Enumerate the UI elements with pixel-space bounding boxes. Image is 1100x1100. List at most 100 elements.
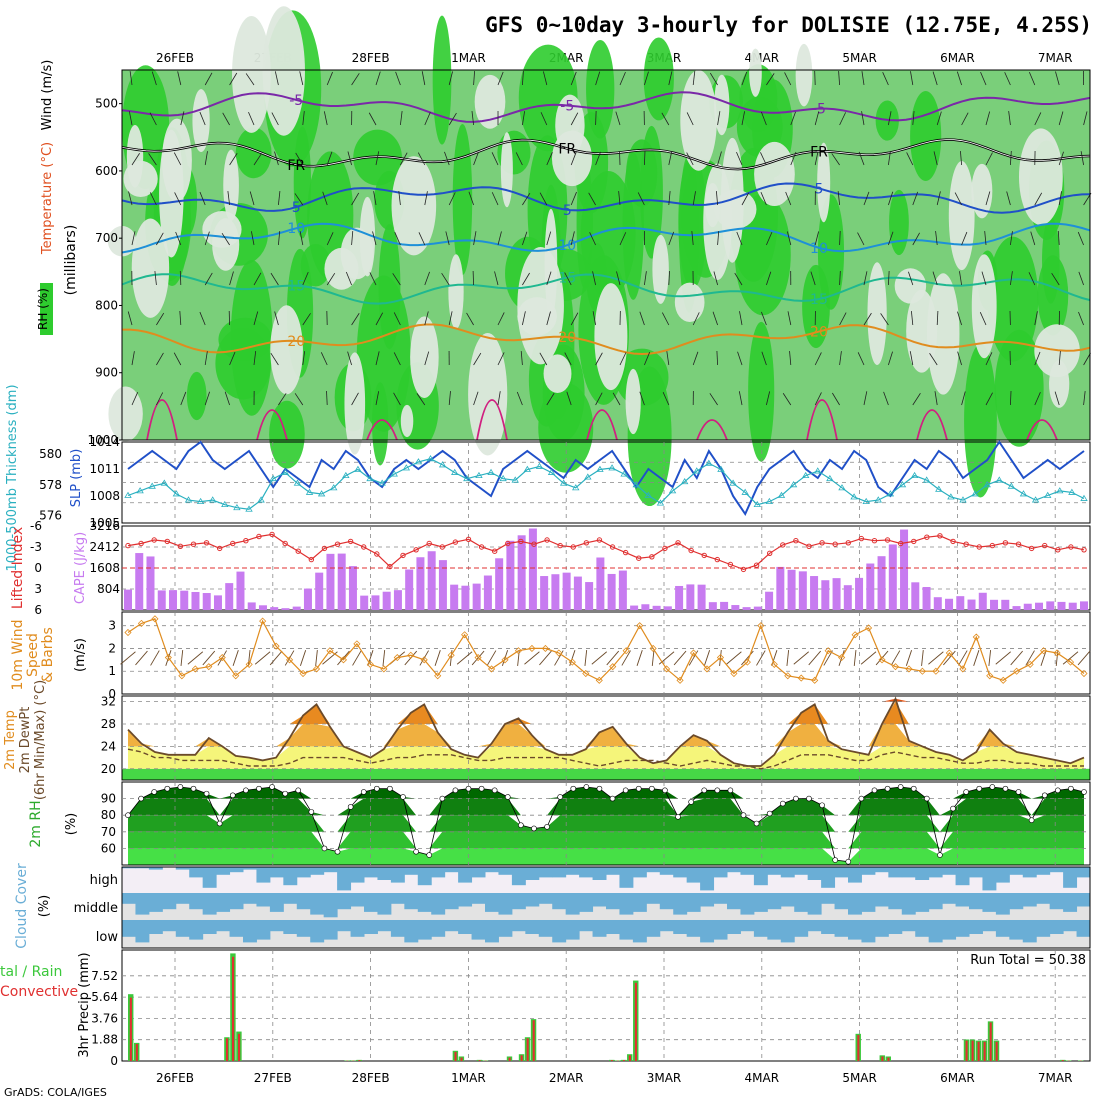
wind-barb [199, 191, 206, 206]
thickness-marker [499, 474, 507, 482]
cloud-bar [848, 867, 862, 883]
wind-speed-marker [649, 644, 657, 653]
wind-barb [522, 311, 526, 326]
wind-barb [910, 71, 914, 86]
cape-bar [236, 571, 245, 610]
cloud-bar [525, 920, 540, 934]
cloud-bar [404, 893, 419, 910]
wind-barb [473, 151, 479, 166]
cloud-bar [794, 867, 809, 875]
wind-barb [906, 152, 914, 166]
cape-tick-label: 1608 [89, 561, 120, 575]
rh-marker [216, 820, 223, 827]
thickness-marker [402, 464, 411, 471]
cloud-bar [780, 920, 795, 943]
cloud-bar [229, 867, 244, 873]
rh-moist-area [269, 400, 305, 469]
li-marker [400, 552, 406, 559]
wind-barb [347, 351, 352, 366]
wind-barb [588, 192, 596, 206]
wind-barb [448, 112, 457, 126]
cloud-bar [565, 867, 580, 875]
rh-marker [596, 785, 603, 792]
wind-barb [486, 650, 497, 666]
cloud-bar [1036, 920, 1051, 937]
pressure-tick-label: 600 [95, 164, 118, 178]
cloud-bar [995, 893, 1010, 915]
wind-barb [491, 192, 499, 206]
cloud-bar [243, 893, 257, 904]
wind-barb [368, 112, 377, 126]
li-marker [753, 562, 760, 568]
li-marker [439, 544, 446, 550]
wind-barb [175, 231, 182, 246]
wind-barb [957, 311, 962, 326]
li-tick-label: -3 [30, 540, 42, 554]
rh-dry-area [232, 16, 271, 133]
cape-bar [585, 582, 594, 610]
wind-barb [1054, 391, 1060, 406]
cape-bar [922, 587, 931, 610]
cloud-bar [915, 867, 930, 880]
cloud-bar [1036, 893, 1051, 904]
wind-barb [957, 351, 962, 366]
rh-marker [439, 795, 446, 802]
li-marker [832, 541, 838, 547]
rh-moist-area [235, 127, 272, 179]
wind-barb [756, 650, 766, 666]
cloud-bar [364, 920, 378, 934]
cloud-bar [848, 920, 862, 940]
rh-dry-area [948, 161, 975, 271]
wind-speed-marker [1026, 660, 1034, 668]
thickness-marker [1056, 487, 1064, 494]
wind-barb [619, 232, 627, 246]
wind-barb [395, 71, 401, 86]
rh-dry-area [391, 156, 437, 256]
warm-contour [1026, 419, 1058, 441]
cape-bar [1012, 606, 1021, 610]
wind-barb [875, 650, 889, 666]
panel-axis-label: Lifted Index [10, 527, 26, 609]
cape-bar [461, 585, 470, 610]
wind-barb [351, 392, 359, 406]
rh-tick-label: 80 [101, 808, 116, 822]
wind-barb [658, 651, 675, 665]
wind-speed-marker [1053, 649, 1061, 657]
li-marker [871, 538, 878, 544]
wind-barb [1034, 192, 1043, 206]
rh-dry-area [162, 118, 192, 202]
wind-speed-marker [178, 672, 186, 680]
cloud-bar [632, 867, 647, 878]
rh-marker [308, 809, 315, 815]
warm-contour [366, 419, 398, 441]
wind-barb [299, 650, 307, 666]
wind-barb [570, 312, 579, 326]
cloud-bar [861, 867, 876, 875]
wind-barb [1034, 112, 1042, 126]
wind-barb [424, 191, 428, 206]
panel-axis-label: & Barbs [40, 627, 56, 683]
wind-speed-marker [124, 628, 132, 637]
li-marker [1015, 541, 1022, 547]
thickness-marker [160, 479, 169, 486]
temperature-contour [121, 182, 1091, 214]
precip-convective-bar [520, 1055, 523, 1061]
precip-convective-bar [989, 1022, 992, 1061]
wind-barb [888, 151, 891, 166]
cloud-bar [834, 867, 849, 878]
cloud-bar [471, 920, 486, 940]
cloud-bar [727, 920, 741, 934]
wind-barb [524, 651, 540, 665]
wind-speed-marker [272, 642, 280, 650]
warm-contour [916, 409, 948, 441]
wind-tick-label: 3 [108, 619, 116, 633]
wind-barb [199, 111, 206, 126]
cape-tick-label: 3216 [89, 519, 120, 533]
wind-speed-marker [1040, 647, 1048, 655]
cloud-bar [740, 893, 755, 915]
precip-convective-bar [857, 1034, 860, 1061]
thickness-marker [596, 465, 604, 472]
cloud-bar [337, 867, 352, 891]
cape-bar [933, 597, 942, 610]
rh-marker [1015, 789, 1022, 795]
